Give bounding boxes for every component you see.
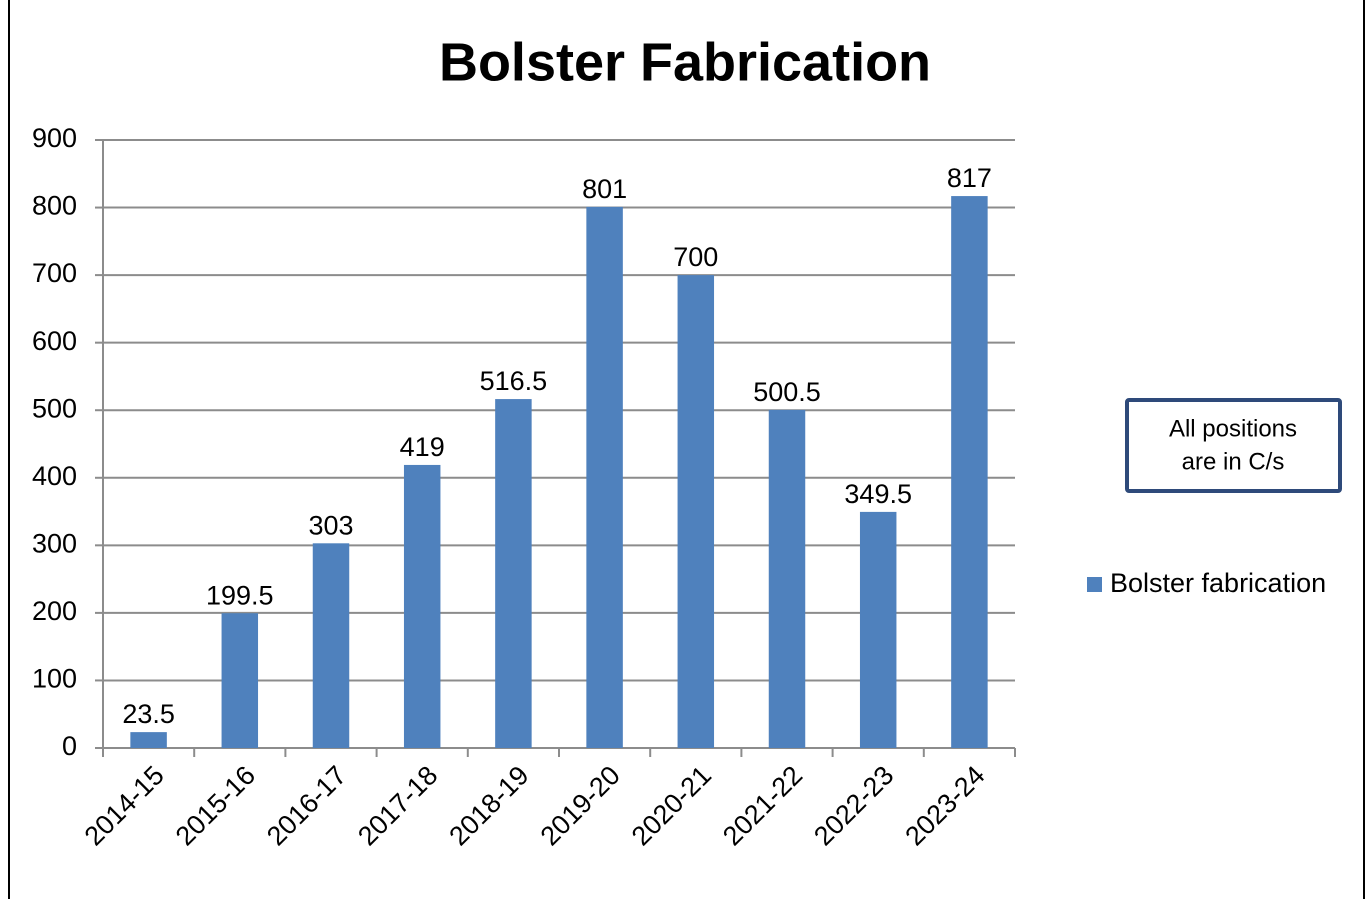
y-tick-label: 600 [32, 326, 77, 356]
x-tick-label: 2014-15 [79, 760, 170, 851]
bar [859, 511, 897, 748]
data-label: 801 [582, 174, 627, 204]
x-tick-label: 2022-23 [808, 760, 899, 851]
bar [221, 613, 259, 748]
data-label: 700 [673, 242, 718, 272]
x-tick-label: 2023-24 [899, 760, 990, 851]
data-label: 500.5 [753, 377, 821, 407]
annotation-box [1125, 398, 1342, 493]
y-tick-label: 700 [32, 258, 77, 288]
y-tick-label: 900 [32, 123, 77, 153]
bar [312, 543, 350, 748]
data-label: 303 [308, 510, 353, 540]
x-tick-label: 2015-16 [170, 760, 261, 851]
y-tick-label: 500 [32, 393, 77, 423]
legend-swatch [1087, 577, 1102, 592]
data-label: 349.5 [844, 479, 912, 509]
bar [951, 196, 988, 748]
data-label: 419 [400, 432, 445, 462]
chart-title: Bolster Fabrication [439, 32, 931, 92]
y-tick-label: 0 [62, 731, 77, 761]
frame [8, 0, 1365, 899]
x-tick-label: 2017-18 [352, 760, 443, 851]
data-label: 817 [947, 163, 992, 193]
y-tick-label: 400 [32, 461, 77, 491]
x-tick-label: 2020-21 [626, 760, 717, 851]
annotation: All positions [1169, 415, 1297, 442]
x-tick-label: 2019-20 [535, 760, 626, 851]
annotation: are in C/s [1182, 448, 1285, 475]
y-tick-label: 200 [32, 596, 77, 626]
data-label: 516.5 [480, 366, 548, 396]
bar [586, 206, 623, 748]
bar [130, 732, 167, 748]
bar [677, 275, 715, 748]
bar [768, 409, 806, 748]
data-label: 23.5 [122, 699, 175, 729]
legend-label: Bolster fabrication [1110, 568, 1326, 598]
bar [403, 464, 441, 748]
y-tick-label: 300 [32, 528, 77, 558]
y-tick-label: 800 [32, 191, 77, 221]
data-label: 199.5 [206, 580, 274, 610]
x-tick-label: 2018-19 [443, 760, 534, 851]
bar [495, 399, 532, 748]
x-tick-label: 2016-17 [261, 760, 352, 851]
y-tick-label: 100 [32, 664, 77, 694]
x-tick-label: 2021-22 [717, 760, 808, 851]
